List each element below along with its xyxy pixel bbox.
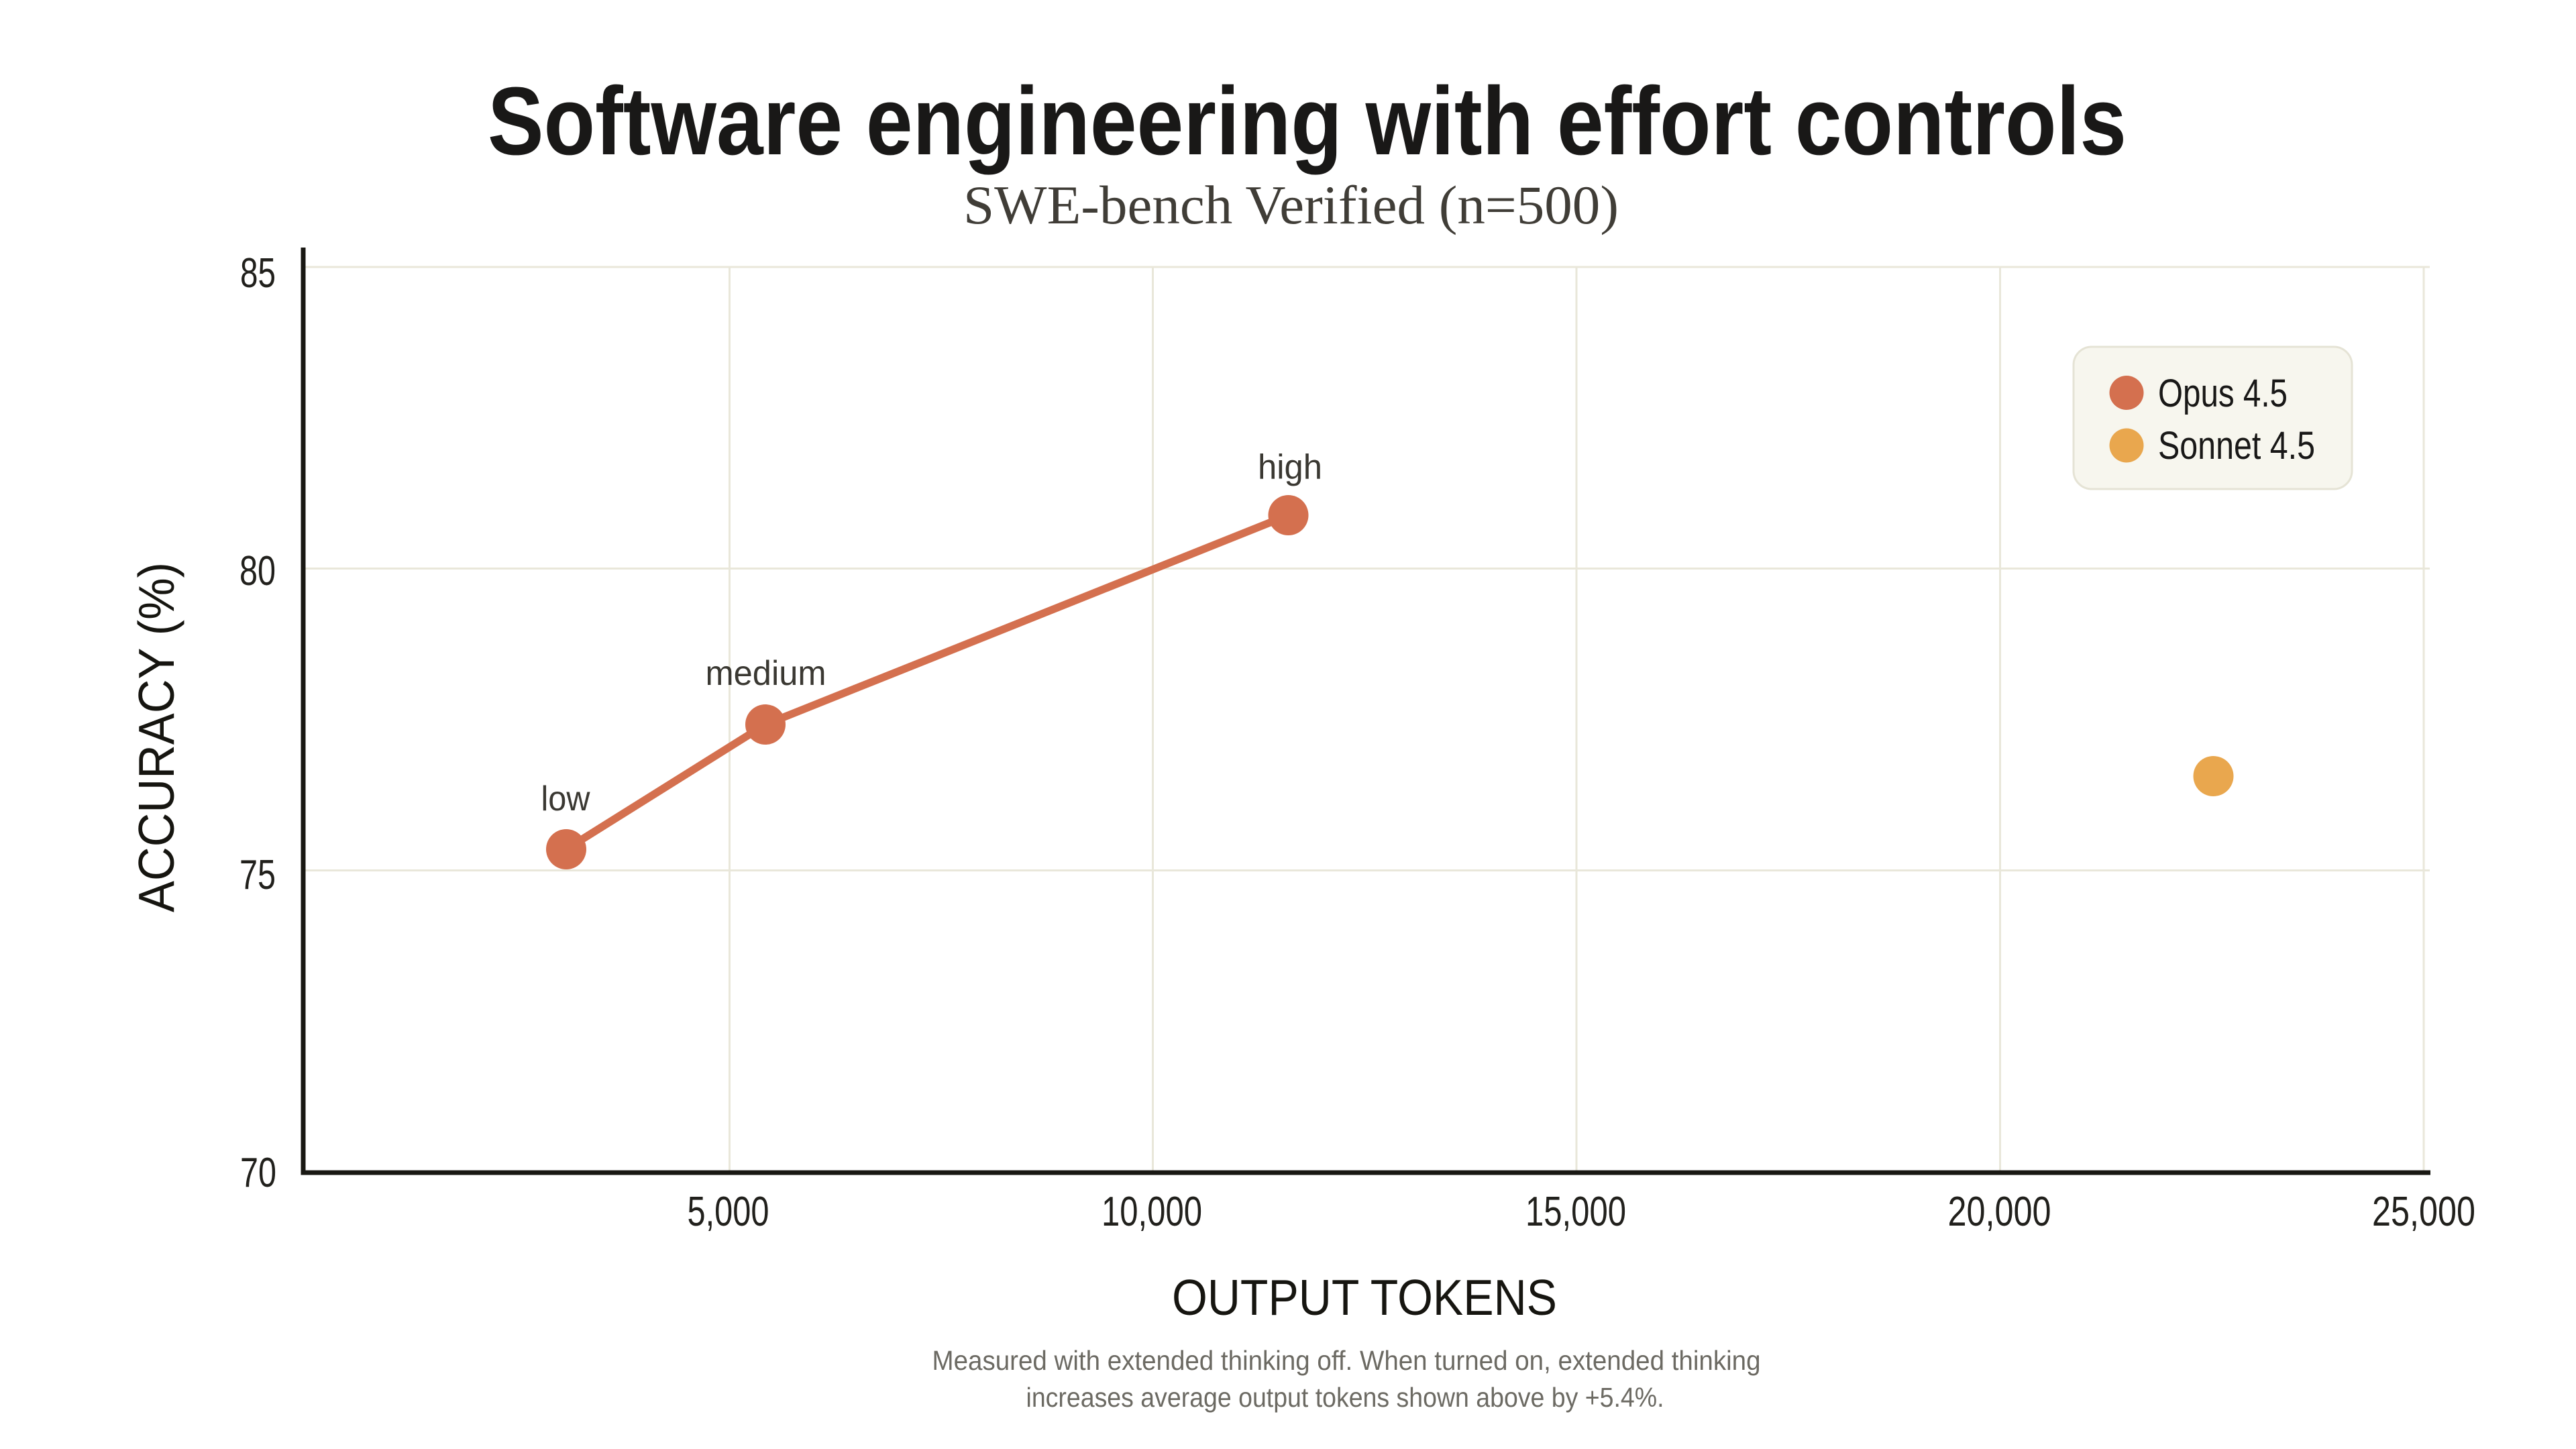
svg-text:Sonnet 4.5: Sonnet 4.5 — [2158, 424, 2315, 468]
svg-text:80: 80 — [239, 548, 276, 594]
svg-text:85: 85 — [240, 250, 276, 297]
svg-text:ACCURACY (%): ACCURACY (%) — [128, 562, 184, 912]
svg-text:70: 70 — [240, 1150, 276, 1196]
svg-text:15,000: 15,000 — [1525, 1189, 1626, 1235]
svg-text:low: low — [541, 780, 590, 818]
svg-text:Software engineering with effo: Software engineering with effort control… — [488, 67, 2127, 175]
svg-text:high: high — [1258, 448, 1322, 487]
svg-text:20,000: 20,000 — [1948, 1189, 2051, 1235]
svg-text:5,000: 5,000 — [688, 1189, 769, 1235]
svg-text:Opus 4.5: Opus 4.5 — [2158, 372, 2288, 415]
svg-text:Measured with extended thinkin: Measured with extended thinking off. Whe… — [932, 1345, 1761, 1376]
svg-text:75: 75 — [239, 852, 276, 898]
svg-text:medium: medium — [706, 654, 826, 693]
svg-text:25,000: 25,000 — [2372, 1189, 2475, 1235]
svg-text:increases average output token: increases average output tokens shown ab… — [1026, 1382, 1664, 1413]
svg-text:OUTPUT TOKENS: OUTPUT TOKENS — [1172, 1269, 1557, 1326]
svg-text:SWE-bench Verified (n=500): SWE-bench Verified (n=500) — [963, 174, 1619, 235]
svg-text:10,000: 10,000 — [1102, 1189, 1202, 1235]
